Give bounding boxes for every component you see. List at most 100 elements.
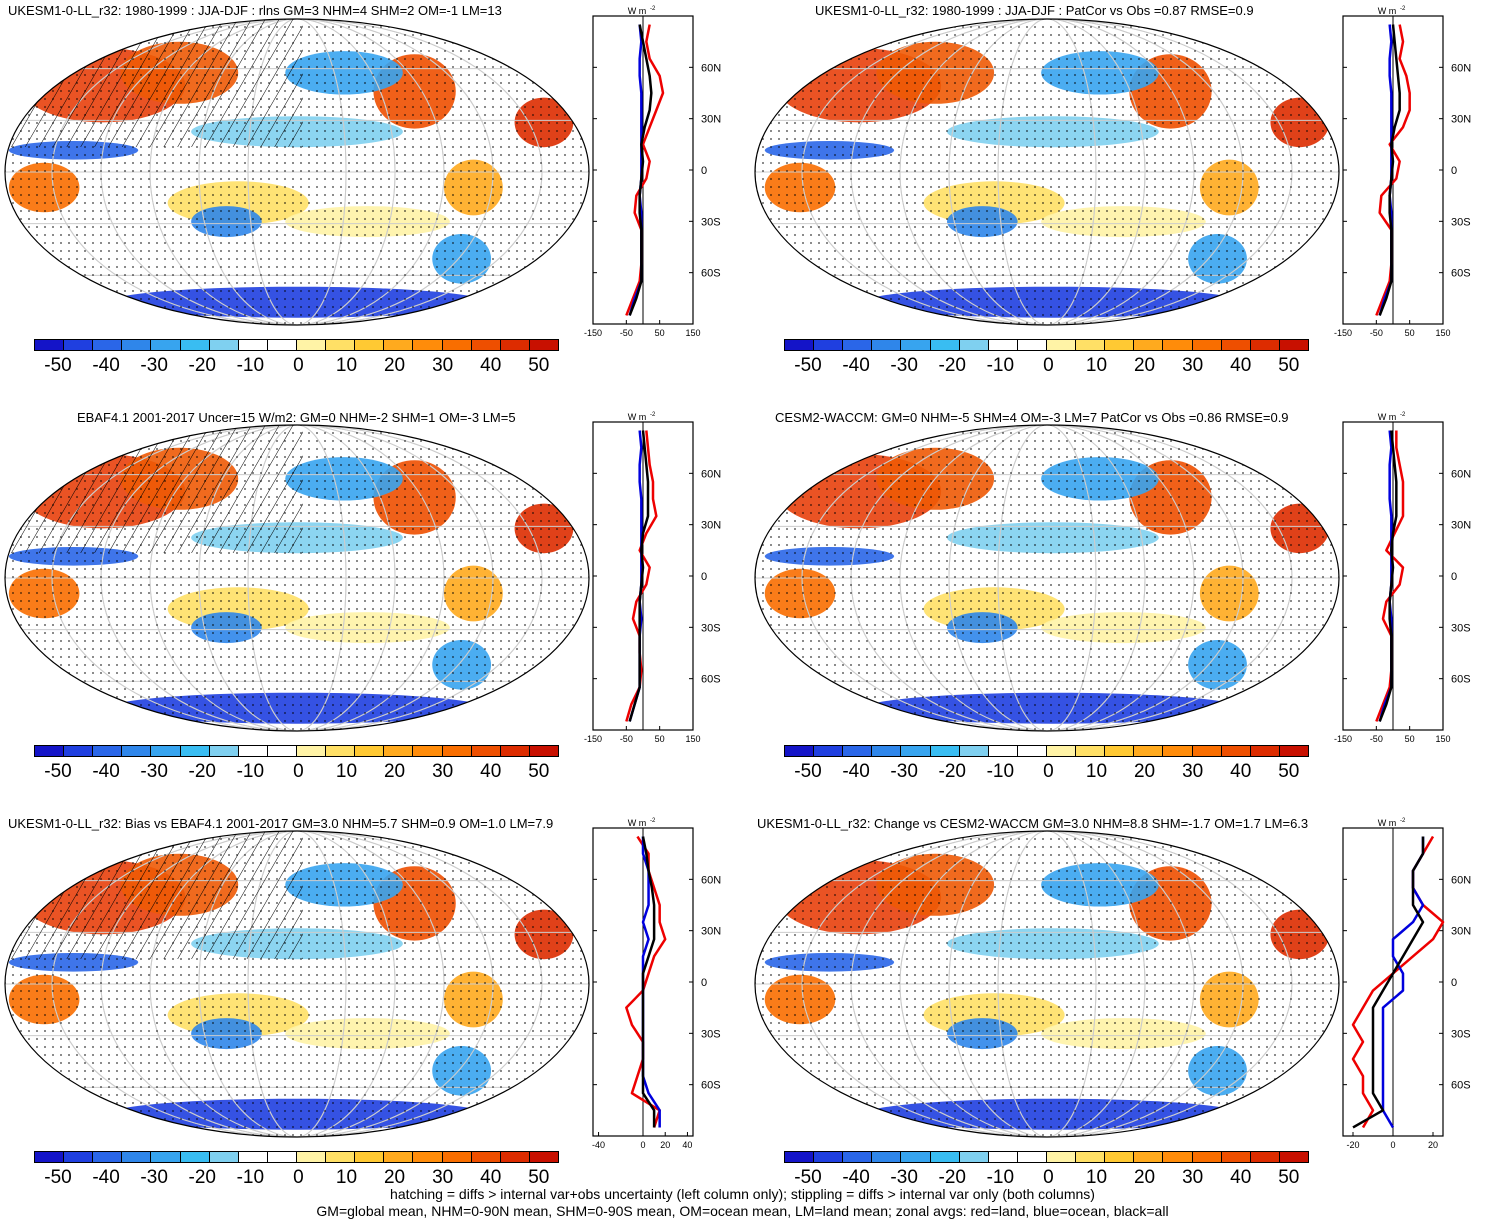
zonal-xtick-label: -50 — [620, 734, 633, 744]
zonal-ytick-label: 60S — [701, 1080, 721, 1092]
map-svg — [4, 830, 590, 1138]
colorbar-swatch — [529, 1152, 558, 1162]
zonal-unit-label: W m — [1378, 412, 1397, 422]
colorbar-tick-label: 50 — [528, 761, 550, 782]
colorbar-swatch — [1076, 340, 1106, 350]
colorbar-tick-label: -20 — [188, 355, 216, 376]
colorbar-swatch — [843, 340, 873, 350]
colorbar-swatch — [1163, 746, 1193, 756]
zonal-svg: W m -2 60N 30N 0 30S 60S -150 -50 50 150 — [1334, 412, 1471, 744]
zonal-svg: W m -2 60N 30N 0 30S 60S -20 0 20 — [1342, 818, 1471, 1150]
zonal-xtick-label: 20 — [1428, 1140, 1438, 1150]
colorbar-swatch — [471, 1152, 501, 1162]
colorbar-swatch — [1017, 1152, 1047, 1162]
zonal-ytick-label: 30S — [1451, 1028, 1471, 1040]
colorbar-4: -50 -40 -30 -20 -10 0 10 20 30 40 50 — [784, 745, 1309, 793]
colorbar-swatch — [1134, 1152, 1164, 1162]
colorbar-swatch — [959, 746, 989, 756]
colorbar-tick-label: -50 — [44, 761, 72, 782]
zonal-ytick-label: 0 — [1451, 977, 1457, 989]
colorbar-swatch — [1279, 340, 1308, 350]
colorbar-swatch — [209, 746, 239, 756]
colorbar-swatches — [784, 745, 1309, 757]
map-panel-5 — [3, 829, 591, 1139]
zonal-plot-6: W m -2 60N 30N 0 30S 60S -20 0 20 — [1335, 818, 1475, 1158]
map-svg — [4, 18, 590, 326]
zonal-ytick-label: 30S — [1451, 216, 1471, 228]
colorbar-tick-label: -50 — [44, 355, 72, 376]
colorbar-swatches — [784, 1151, 1309, 1163]
footer-line-2: GM=global mean, NHM=0-90N mean, SHM=0-90… — [316, 1203, 1169, 1219]
zonal-svg: W m -2 60N 30N 0 30S 60S -40 0 20 40 — [592, 818, 721, 1150]
zonal-plot-5: W m -2 60N 30N 0 30S 60S -40 0 20 40 — [585, 818, 725, 1158]
colorbar-swatch — [1017, 340, 1047, 350]
panel-title-5: UKESM1-0-LL_r32: Bias vs EBAF4.1 2001-20… — [8, 816, 554, 831]
colorbar-tick-label: 40 — [1230, 761, 1252, 782]
colorbar-tick-label: 10 — [335, 355, 358, 376]
colorbar-tick-label: -20 — [938, 761, 966, 782]
colorbar-swatch — [843, 746, 873, 756]
colorbar-6: -50 -40 -30 -20 -10 0 10 20 30 40 50 — [784, 1151, 1309, 1199]
colorbar-swatch — [1134, 340, 1164, 350]
colorbar-swatch — [442, 1152, 472, 1162]
colorbar-swatch — [988, 340, 1018, 350]
colorbar-swatch — [180, 1152, 210, 1162]
colorbar-swatch — [442, 340, 472, 350]
colorbar-swatch — [296, 1152, 327, 1162]
colorbar-swatch — [988, 1152, 1018, 1162]
colorbar-swatch — [930, 340, 960, 350]
colorbar-swatch — [1221, 340, 1251, 350]
colorbar-swatch — [1279, 1152, 1308, 1162]
colorbar-swatch — [500, 1152, 530, 1162]
colorbar-swatch — [1221, 746, 1251, 756]
colorbar-swatch — [1192, 1152, 1222, 1162]
zonal-ytick-label: 30N — [701, 520, 721, 532]
colorbar-swatch — [122, 1152, 152, 1162]
zonal-xtick-label: -150 — [1334, 328, 1352, 338]
colorbar-tick-label: -40 — [92, 1167, 120, 1188]
colorbar-swatch — [1192, 746, 1222, 756]
colorbar-swatch — [872, 1152, 902, 1162]
colorbar-swatch — [384, 340, 414, 350]
colorbar-tick-label: 20 — [1133, 355, 1156, 376]
colorbar-swatch — [64, 746, 94, 756]
zonal-ytick-label: 60N — [1451, 874, 1471, 886]
colorbar-swatch — [326, 1152, 356, 1162]
zonal-xtick-label: -150 — [584, 734, 602, 744]
colorbar-swatch — [500, 746, 530, 756]
colorbar-tick-label: -40 — [842, 1167, 870, 1188]
colorbar-swatch — [1105, 340, 1135, 350]
zonal-xtick-label: 150 — [1435, 734, 1450, 744]
colorbar-swatch — [35, 746, 65, 756]
zonal-xtick-label: -50 — [620, 328, 633, 338]
colorbar-tick-label: 50 — [528, 1167, 550, 1188]
footer-line-1: hatching = diffs > internal var+obs unce… — [390, 1186, 1095, 1202]
zonal-ytick-label: 30N — [701, 926, 721, 938]
zonal-ytick-label: 0 — [701, 165, 707, 177]
colorbar-tick-label: 20 — [1133, 1167, 1156, 1188]
colorbar-swatch — [64, 1152, 94, 1162]
zonal-ytick-label: 60N — [701, 62, 721, 74]
colorbar-swatch — [267, 746, 297, 756]
zonal-series-all — [1352, 836, 1425, 1129]
colorbar-tick-label: 50 — [1278, 761, 1300, 782]
zonal-series-land — [625, 24, 665, 316]
colorbar-swatch — [471, 746, 501, 756]
colorbar-tick-label: 50 — [528, 355, 550, 376]
zonal-ytick-label: 0 — [701, 977, 707, 989]
colorbar-swatch — [413, 746, 443, 756]
colorbar-tick-label: 30 — [1182, 761, 1204, 782]
panel-title-3: EBAF4.1 2001-2017 Uncer=15 W/m2: GM=0 NH… — [77, 410, 516, 425]
colorbar-swatch — [1250, 1152, 1280, 1162]
colorbar-tick-label: -50 — [794, 1167, 822, 1188]
colorbar-swatch — [814, 746, 844, 756]
colorbar-tick-label: 40 — [1230, 355, 1252, 376]
colorbar-tick-label: 30 — [432, 1167, 454, 1188]
zonal-ytick-label: 30S — [701, 216, 721, 228]
zonal-xtick-label: -150 — [1334, 734, 1352, 744]
zonal-series-all — [628, 24, 653, 316]
colorbar-tick-label: 40 — [480, 355, 502, 376]
zonal-unit-exponent: -2 — [650, 6, 656, 12]
colorbar-tick-label: -30 — [890, 761, 918, 782]
colorbar-tick-label: -20 — [938, 355, 966, 376]
